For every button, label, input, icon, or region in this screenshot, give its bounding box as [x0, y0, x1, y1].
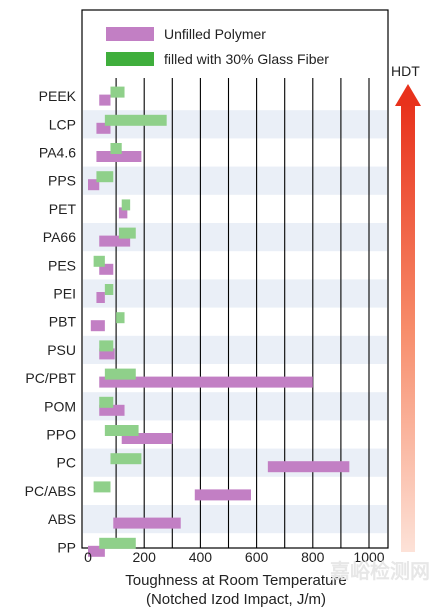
filled-bar-pom — [99, 396, 114, 408]
filled-bar-pa4-6 — [110, 143, 122, 154]
legend: Unfilled Polymer filled with 30% Glass F… — [106, 26, 329, 67]
category-label: PBT — [49, 314, 77, 330]
category-label: PC — [57, 455, 76, 471]
unfilled-bar-pei — [96, 292, 105, 303]
row-stripe — [83, 166, 387, 195]
x-axis-title: Toughness at Room Temperature — [125, 572, 347, 589]
x-tick-label: 800 — [301, 549, 325, 565]
legend-label-filled: filled with 30% Glass Fiber — [164, 51, 329, 67]
unfilled-bar-lcp — [96, 122, 111, 134]
filled-bar-pa66 — [118, 227, 136, 239]
category-label: PC/PBT — [25, 370, 76, 386]
unfilled-bar-psu — [99, 348, 115, 360]
category-label: PEEK — [39, 88, 77, 104]
legend-swatch-filled — [106, 52, 154, 66]
filled-bar-pei — [104, 284, 114, 295]
unfilled-bar-ppo — [121, 433, 173, 444]
filled-bar-pet — [121, 199, 131, 211]
filled-bar-pp — [99, 537, 136, 549]
watermark: 嘉峪检测网 — [329, 559, 430, 583]
x-tick-label: 400 — [189, 549, 213, 565]
category-label: PPS — [48, 173, 76, 189]
filled-bar-psu — [99, 340, 114, 352]
filled-bar-pes — [93, 255, 105, 267]
unfilled-bar-pc-abs — [194, 489, 251, 501]
category-label: PET — [49, 201, 77, 217]
row-stripe — [83, 279, 387, 308]
category-label: PPO — [46, 427, 76, 443]
filled-bar-lcp — [104, 114, 167, 126]
filled-bar-pbt — [116, 312, 125, 324]
category-label: PEI — [53, 286, 76, 302]
legend-swatch-unfilled — [106, 27, 154, 41]
unfilled-bar-pa66 — [99, 235, 131, 247]
category-label: LCP — [49, 116, 76, 132]
x-tick-label: 0 — [84, 549, 92, 565]
filled-bar-peek — [110, 86, 125, 98]
unfilled-bar-pc-pbt — [99, 376, 313, 388]
unfilled-bar-pc — [267, 461, 350, 473]
filled-bar-ppo — [104, 425, 139, 436]
x-tick-label: 200 — [133, 549, 157, 565]
x-tick-label: 1000 — [353, 549, 384, 565]
category-label: PC/ABS — [25, 483, 76, 499]
hdt-label: HDT — [391, 63, 420, 79]
filled-bar-pc-pbt — [104, 368, 136, 380]
unfilled-bar-pet — [118, 207, 128, 219]
x-axis-subtitle: (Notched Izod Impact, J/m) — [146, 591, 326, 608]
unfilled-bar-pps — [88, 179, 100, 191]
filled-bar-pps — [96, 171, 114, 183]
category-label: PA66 — [43, 229, 76, 245]
unfilled-bar-pp — [88, 545, 105, 557]
unfilled-bar-pes — [99, 263, 114, 275]
category-label: PSU — [47, 342, 76, 358]
unfilled-bar-abs — [113, 517, 181, 529]
row-stripe — [83, 335, 387, 364]
category-label: POM — [44, 398, 76, 414]
unfilled-bar-pom — [99, 404, 125, 416]
hdt-arrow — [395, 84, 421, 552]
legend-label-unfilled: Unfilled Polymer — [164, 26, 266, 42]
filled-bar-pc-abs — [93, 481, 111, 493]
category-label: PA4.6 — [39, 145, 76, 161]
category-label: ABS — [48, 511, 76, 527]
category-label: PP — [57, 539, 76, 555]
unfilled-bar-peek — [99, 94, 111, 106]
category-label: PES — [48, 257, 76, 273]
unfilled-bar-pbt — [90, 320, 105, 332]
x-tick-label: 600 — [245, 549, 269, 565]
unfilled-bar-pa4-6 — [96, 151, 142, 162]
filled-bar-pc — [110, 453, 142, 465]
row-stripe — [83, 392, 387, 421]
